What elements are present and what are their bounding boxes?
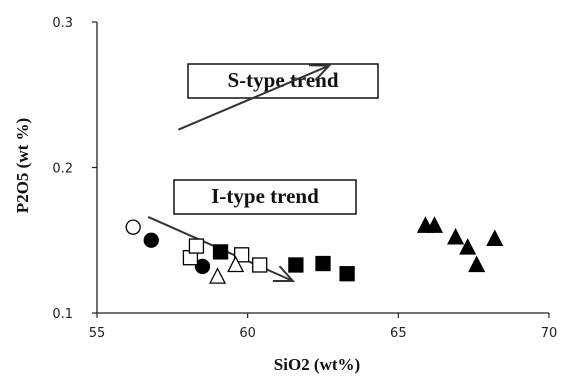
open-square-marker	[188, 238, 205, 254]
y-tick-label: 0.1	[52, 307, 73, 322]
x-tick-label: 55	[89, 326, 106, 341]
open-square-marker	[233, 247, 250, 263]
x-axis-title: SiO2 (wt%)	[274, 355, 360, 374]
trend-arrow-head	[309, 64, 332, 81]
trend-arrow-shaft	[177, 64, 330, 131]
ticks: 55 60 65 70 0.1 0.2 0.3	[52, 16, 557, 341]
open-triangle-marker	[208, 267, 227, 284]
annotations: S-type trend I-type trend	[147, 63, 379, 283]
open-triangle-marker	[227, 255, 245, 273]
filled-circle-marker	[143, 232, 159, 248]
x-tick-label: 60	[239, 326, 256, 341]
filled-circle-marker	[194, 258, 211, 275]
filled-triangle-marker	[468, 255, 486, 273]
x-tick-label: 65	[390, 326, 407, 341]
trend-label-text: S-type trend	[227, 68, 338, 92]
filled-triangle-marker	[486, 229, 504, 246]
open-circle-marker	[125, 219, 141, 235]
x-tick-label: 70	[541, 326, 558, 341]
filled-triangle-marker	[447, 227, 465, 245]
filled-square-marker	[288, 257, 304, 273]
y-axis-title: P2O5 (wt %)	[13, 118, 32, 213]
filled-triangle-marker	[459, 238, 477, 255]
open-square-marker	[252, 257, 268, 273]
filled-square-marker	[315, 255, 331, 272]
trend-annotation: S-type trend	[177, 63, 379, 131]
filled-square-marker	[212, 244, 229, 260]
y-tick-label: 0.2	[52, 162, 73, 177]
filled-square-marker	[339, 266, 355, 282]
y-tick-label: 0.3	[52, 16, 73, 31]
trend-label-box	[187, 63, 379, 99]
filled-triangle-marker	[425, 216, 444, 233]
data-points	[125, 216, 504, 284]
trend-label-text: I-type trend	[211, 184, 319, 208]
trend-label-box	[173, 179, 357, 215]
trend-arrow-head	[272, 265, 296, 283]
